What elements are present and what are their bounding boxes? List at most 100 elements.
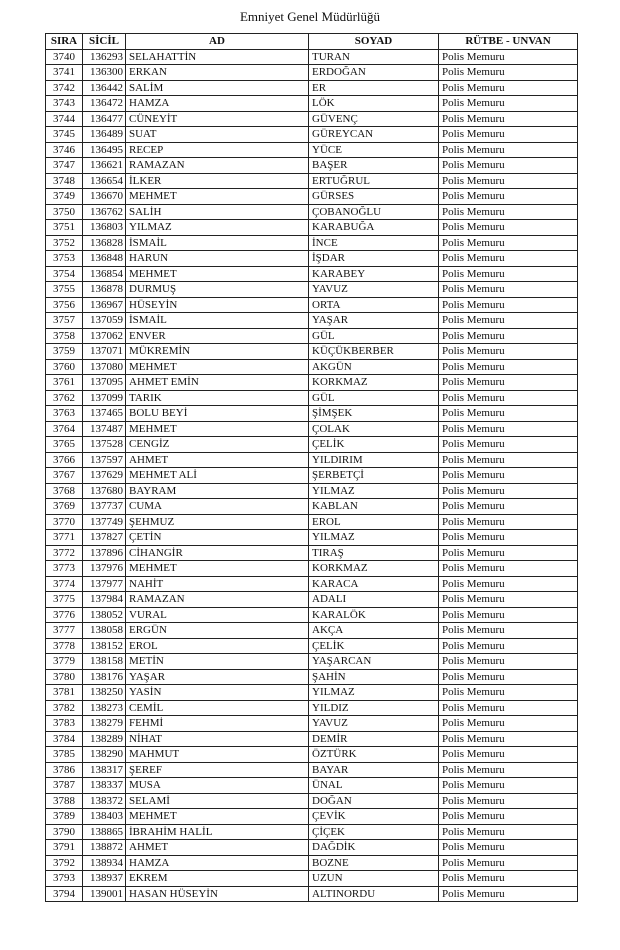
table-cell: 136854 <box>82 265 126 282</box>
table-cell: 138273 <box>82 699 126 716</box>
table-cell: SELAHATTİN <box>125 48 309 65</box>
table-row: 3753 136848 HARUN İŞDAR Polis Memuru <box>45 250 578 267</box>
table-cell: Polis Memuru <box>438 777 578 794</box>
table-cell: BAYRAM <box>125 482 309 499</box>
table-row: 3756 136967 HÜSEYİN ORTA Polis Memuru <box>45 296 578 313</box>
table-cell: İŞDAR <box>308 250 439 267</box>
table-cell: YAŞAR <box>125 668 309 685</box>
table-cell: 3774 <box>45 575 83 592</box>
table-cell: Polis Memuru <box>438 482 578 499</box>
table-cell: 137095 <box>82 374 126 391</box>
table-cell: 3791 <box>45 839 83 856</box>
table-cell: 3788 <box>45 792 83 809</box>
table-cell: 138290 <box>82 746 126 763</box>
table-cell: 3792 <box>45 854 83 871</box>
table-cell: 138052 <box>82 606 126 623</box>
table-row: 3774 137977 NAHİT KARACA Polis Memuru <box>45 575 578 592</box>
table-cell: 3784 <box>45 730 83 747</box>
table-row: 3754 136854 MEHMET KARABEY Polis Memuru <box>45 265 578 282</box>
table-cell: ÇELİK <box>308 436 439 453</box>
table-cell: LÖK <box>308 95 439 112</box>
table-row: 3773 137976 MEHMET KORKMAZ Polis Memuru <box>45 560 578 577</box>
table-cell: 139001 <box>82 885 126 902</box>
table-cell: ŞEREF <box>125 761 309 778</box>
table-cell: İLKER <box>125 172 309 189</box>
table-cell: ER <box>308 79 439 96</box>
table-cell: 137099 <box>82 389 126 406</box>
table-cell: İSMAİL <box>125 234 309 251</box>
table-row: 3742 136442 SALİM ER Polis Memuru <box>45 79 578 96</box>
table-cell: GÜRSES <box>308 188 439 205</box>
table-cell: MEHMET <box>125 808 309 825</box>
table-cell: 3740 <box>45 48 83 65</box>
table-cell: 3789 <box>45 808 83 825</box>
table-cell: Polis Memuru <box>438 746 578 763</box>
table-row: 3788 138372 SELAMİ DOĞAN Polis Memuru <box>45 792 578 809</box>
table-cell: SUAT <box>125 126 309 143</box>
table-cell: Polis Memuru <box>438 544 578 561</box>
table-cell: 136762 <box>82 203 126 220</box>
table-row: 3783 138279 FEHMİ YAVUZ Polis Memuru <box>45 715 578 732</box>
table-row: 3791 138872 AHMET DAĞDİK Polis Memuru <box>45 839 578 856</box>
table-cell: KORKMAZ <box>308 560 439 577</box>
table-row: 3761 137095 AHMET EMİN KORKMAZ Polis Memuru <box>45 374 578 391</box>
table-cell: MEHMET ALİ <box>125 467 309 484</box>
table-cell: RAMAZAN <box>125 591 309 608</box>
table-cell: 138250 <box>82 684 126 701</box>
table-cell: 3758 <box>45 327 83 344</box>
table-cell: Polis Memuru <box>438 730 578 747</box>
table-cell: Polis Memuru <box>438 420 578 437</box>
table-cell: TURAN <box>308 48 439 65</box>
table-row: 3782 138273 CEMİL YILDIZ Polis Memuru <box>45 699 578 716</box>
table-cell: 3762 <box>45 389 83 406</box>
table-cell: Polis Memuru <box>438 250 578 267</box>
table-cell: 138934 <box>82 854 126 871</box>
table-cell: 136442 <box>82 79 126 96</box>
table-row: 3766 137597 AHMET YILDIRIM Polis Memuru <box>45 451 578 468</box>
table-cell: 136477 <box>82 110 126 127</box>
table-cell: Polis Memuru <box>438 343 578 360</box>
table-cell: SELAMİ <box>125 792 309 809</box>
table-cell: ŞİMŞEK <box>308 405 439 422</box>
table-cell: MEHMET <box>125 420 309 437</box>
table-cell: KARABEY <box>308 265 439 282</box>
table-cell: KÜÇÜKBERBER <box>308 343 439 360</box>
table: SIRA SİCİL AD SOYAD RÜTBE - UNVAN 3740 136293… <box>45 33 578 902</box>
table-cell: Polis Memuru <box>438 529 578 546</box>
table-row: 3760 137080 MEHMET AKGÜN Polis Memuru <box>45 358 578 375</box>
table-cell: 136828 <box>82 234 126 251</box>
column-header: SOYAD <box>308 33 439 50</box>
table-cell: 137080 <box>82 358 126 375</box>
table-cell: GÜL <box>308 327 439 344</box>
table-cell: Polis Memuru <box>438 405 578 422</box>
table-cell: EKREM <box>125 870 309 887</box>
table-cell: 3767 <box>45 467 83 484</box>
table-row: 3758 137062 ENVER GÜL Polis Memuru <box>45 327 578 344</box>
table-cell: YAVUZ <box>308 281 439 298</box>
table-cell: Polis Memuru <box>438 157 578 174</box>
table-cell: 137062 <box>82 327 126 344</box>
table-cell: HÜSEYİN <box>125 296 309 313</box>
table-cell: 3746 <box>45 141 83 158</box>
table-cell: Polis Memuru <box>438 684 578 701</box>
table-cell: 3754 <box>45 265 83 282</box>
table-cell: FEHMİ <box>125 715 309 732</box>
table-cell: TIRAŞ <box>308 544 439 561</box>
table-cell: MEHMET <box>125 560 309 577</box>
table-cell: Polis Memuru <box>438 141 578 158</box>
table-cell: Polis Memuru <box>438 591 578 608</box>
table-row: 3764 137487 MEHMET ÇOLAK Polis Memuru <box>45 420 578 437</box>
column-header: AD <box>125 33 309 50</box>
table-cell: 137528 <box>82 436 126 453</box>
table-cell: Polis Memuru <box>438 95 578 112</box>
table-cell: 3777 <box>45 622 83 639</box>
table-cell: ERDOĞAN <box>308 64 439 81</box>
table-cell: Polis Memuru <box>438 281 578 298</box>
table-row: 3744 136477 CÜNEYİT GÜVENÇ Polis Memuru <box>45 110 578 127</box>
table-cell: 138058 <box>82 622 126 639</box>
table-cell: GÜL <box>308 389 439 406</box>
table-cell: ALTINORDU <box>308 885 439 902</box>
table-cell: NAHİT <box>125 575 309 592</box>
table-cell: 136293 <box>82 48 126 65</box>
table-row: 3751 136803 YILMAZ KARABUĞA Polis Memuru <box>45 219 578 236</box>
